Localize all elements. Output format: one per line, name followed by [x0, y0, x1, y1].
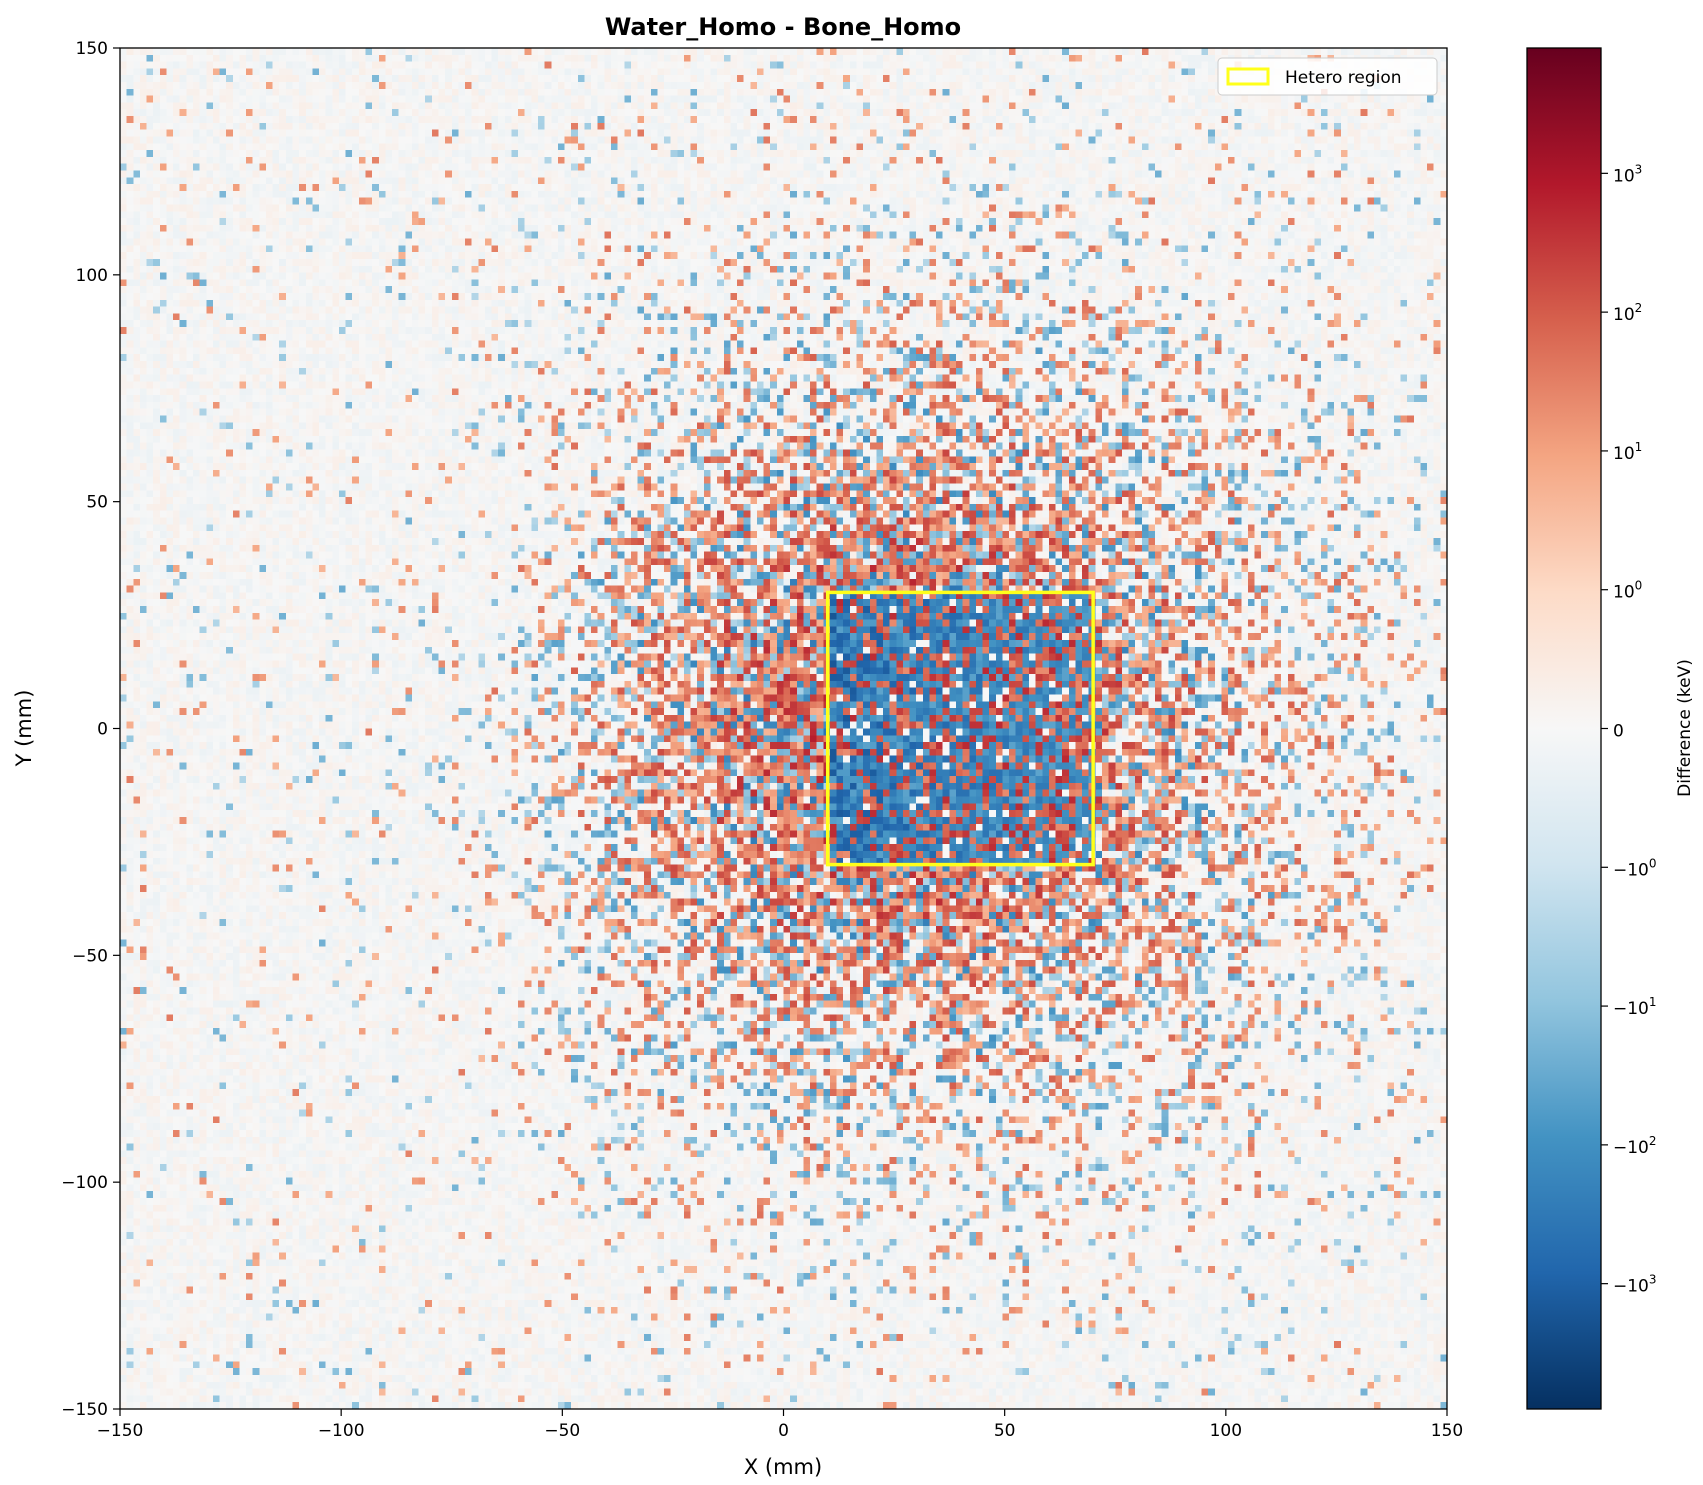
- x-tick-label-6: 150: [1431, 1421, 1463, 1441]
- colorbar-ticks: 103 102 101 100 0 −100 −101 −102 −103: [1601, 162, 1657, 1297]
- chart-title: Water_Homo - Bone_Homo: [605, 13, 961, 41]
- y-tick-label-2: 50: [86, 493, 108, 513]
- x-axis-label: X (mm): [744, 1455, 822, 1479]
- x-tick-label-4: 50: [994, 1421, 1016, 1441]
- y-axis: 150 100 50 0 −50 −100 −150: [61, 39, 120, 1420]
- colorbar-tick-label-8: −103: [1613, 1273, 1657, 1297]
- heatmap-image: [120, 48, 1447, 1409]
- legend: Hetero region: [1217, 57, 1438, 96]
- colorbar-tick-label-6: −101: [1613, 995, 1657, 1019]
- x-tick-label-2: −50: [544, 1421, 580, 1441]
- x-tick-label-0: −150: [97, 1421, 144, 1441]
- colorbar-tick-label-7: −102: [1613, 1134, 1657, 1158]
- legend-label-hetero-region: Hetero region: [1285, 68, 1402, 88]
- y-tick-label-3: 0: [97, 720, 108, 740]
- y-axis-label: Y (mm): [12, 690, 36, 768]
- colorbar-tick-label-2: 101: [1613, 440, 1642, 464]
- y-tick-label-0: 150: [76, 39, 108, 59]
- y-tick-label-1: 100: [76, 266, 108, 286]
- colorbar-tick-label-5: −100: [1613, 856, 1657, 880]
- x-tick-label-3: 0: [778, 1421, 789, 1441]
- x-tick-label-1: −100: [318, 1421, 365, 1441]
- y-tick-label-4: −50: [72, 946, 108, 966]
- x-axis: −150 −100 −50 0 50 100 150: [97, 1409, 1463, 1441]
- colorbar-tick-label-0: 103: [1613, 162, 1642, 186]
- colorbar: [1527, 48, 1601, 1409]
- colorbar-tick-label-3: 100: [1613, 579, 1642, 603]
- colorbar-tick-label-4: 0: [1613, 722, 1624, 742]
- legend-box: [1217, 57, 1438, 96]
- y-tick-label-6: −150: [61, 1400, 108, 1420]
- colorbar-label: Difference (keV): [1675, 659, 1695, 797]
- colorbar-tick-label-1: 102: [1613, 301, 1642, 325]
- hetero-region-rect: [825, 590, 1095, 867]
- y-tick-label-5: −100: [61, 1173, 108, 1193]
- x-tick-label-5: 100: [1210, 1421, 1242, 1441]
- legend-swatch-hetero-region: [1226, 67, 1270, 86]
